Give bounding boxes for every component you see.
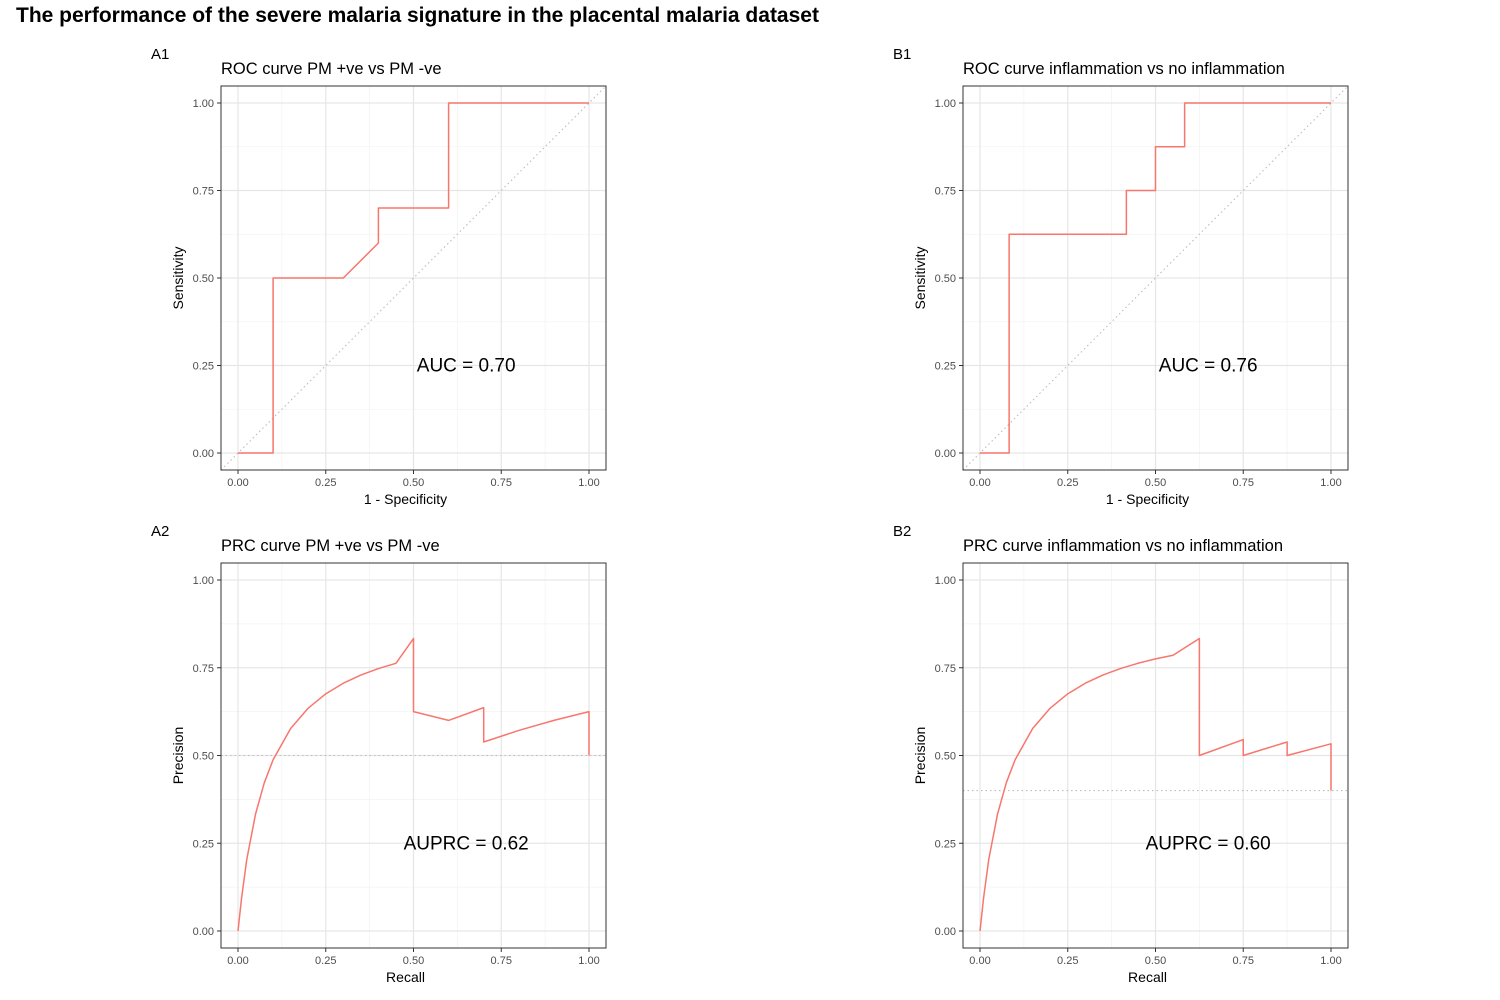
y-tick-label: 0.25 (935, 838, 956, 850)
y-tick-label: 0.50 (935, 751, 956, 763)
y-tick-label: 0.50 (193, 751, 214, 763)
metric-annotation: AUC = 0.76 (1159, 356, 1258, 377)
y-tick-label: 0.75 (193, 186, 214, 198)
x-tick-label: 0.25 (315, 955, 336, 967)
y-tick-label: 0.25 (193, 838, 214, 850)
y-tick-label: 1.00 (935, 98, 956, 110)
chart-panel-b2: B2 PRC curve inflammation vs no inflammat… (893, 523, 1349, 985)
x-tick-label: 0.75 (1233, 477, 1254, 489)
metric-annotation: AUPRC = 0.62 (404, 833, 529, 854)
chart-panel-a2: A2 PRC curve PM +ve vs PM -ve 0.00 0.25 0.50… (151, 523, 607, 985)
chart-panel-b1: B1 ROC curve inflammation vs no inflammat… (893, 46, 1349, 507)
y-tick-label: 0.25 (935, 361, 956, 373)
y-tick-label: 1.00 (193, 575, 214, 587)
x-tick-label: 0.25 (315, 477, 336, 489)
y-tick-label: 0.50 (935, 273, 956, 285)
y-tick-label: 0.00 (935, 448, 956, 460)
x-tick-label: 1.00 (578, 955, 599, 967)
x-axis-label: Recall (1128, 969, 1167, 985)
x-axis-label: 1 - Specificity (364, 491, 447, 507)
x-tick-label: 0.25 (1057, 955, 1078, 967)
x-tick-label: 0.75 (1233, 955, 1254, 967)
x-axis-label: 1 - Specificity (1106, 491, 1189, 507)
x-tick-label: 0.25 (1057, 477, 1078, 489)
metric-annotation: AUC = 0.70 (417, 356, 516, 377)
x-tick-label: 0.00 (227, 477, 248, 489)
reference-diagonal (220, 85, 607, 471)
panel-title: PRC curve PM +ve vs PM -ve (221, 537, 440, 555)
panel-tag: B1 (893, 46, 911, 63)
y-tick-label: 0.00 (193, 448, 214, 460)
y-tick-label: 0.25 (193, 361, 214, 373)
y-tick-label: 0.50 (193, 273, 214, 285)
y-tick-label: 1.00 (935, 575, 956, 587)
panel-title: PRC curve inflammation vs no inflammatio… (963, 537, 1283, 555)
x-tick-label: 1.00 (578, 477, 599, 489)
y-axis-label: Precision (912, 727, 928, 785)
x-tick-label: 0.50 (403, 955, 424, 967)
y-axis-label: Sensitivity (912, 246, 928, 309)
series-line (237, 637, 590, 932)
y-tick-label: 0.00 (193, 926, 214, 938)
x-tick-label: 1.00 (1320, 955, 1341, 967)
y-tick-label: 0.00 (935, 926, 956, 938)
x-tick-label: 0.50 (1145, 477, 1166, 489)
series-line (238, 102, 589, 454)
y-axis-label: Sensitivity (170, 246, 186, 309)
x-tick-label: 0.75 (491, 955, 512, 967)
y-tick-label: 0.75 (935, 186, 956, 198)
panel-tag: A2 (151, 523, 169, 540)
x-tick-label: 0.00 (969, 477, 990, 489)
panel-title: ROC curve inflammation vs no inflammatio… (963, 60, 1285, 78)
panel-tag: B2 (893, 523, 911, 540)
x-tick-label: 1.00 (1320, 477, 1341, 489)
figure-title: The performance of the severe malaria si… (16, 4, 819, 27)
y-axis-label: Precision (170, 727, 186, 785)
y-tick-label: 1.00 (193, 98, 214, 110)
series-line (980, 102, 1331, 454)
x-tick-label: 0.50 (403, 477, 424, 489)
metric-annotation: AUPRC = 0.60 (1146, 833, 1271, 854)
panel-title: ROC curve PM +ve vs PM -ve (221, 60, 442, 78)
y-tick-label: 0.75 (935, 663, 956, 675)
x-tick-label: 0.00 (969, 955, 990, 967)
x-tick-label: 0.00 (227, 955, 248, 967)
x-tick-label: 0.75 (491, 477, 512, 489)
chart-panel-a1: A1 ROC curve PM +ve vs PM -ve 0.00 0.25 0.50… (151, 46, 607, 507)
reference-diagonal (962, 85, 1349, 471)
x-axis-label: Recall (386, 969, 425, 985)
y-tick-label: 0.75 (193, 663, 214, 675)
x-tick-label: 0.50 (1145, 955, 1166, 967)
panel-tag: A1 (151, 46, 169, 63)
series-line (979, 637, 1332, 932)
